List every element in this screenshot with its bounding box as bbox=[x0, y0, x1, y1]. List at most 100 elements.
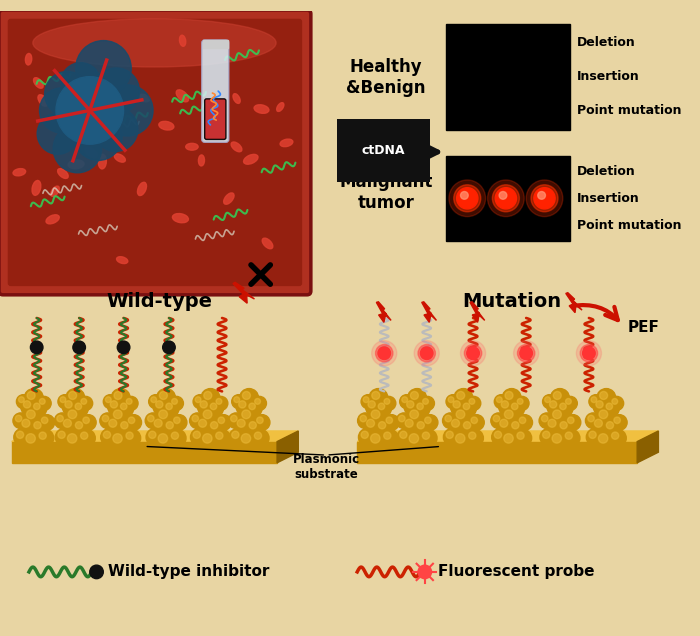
Circle shape bbox=[410, 434, 419, 443]
Circle shape bbox=[200, 407, 221, 427]
Circle shape bbox=[591, 397, 597, 403]
Polygon shape bbox=[357, 441, 637, 463]
Circle shape bbox=[376, 401, 391, 417]
Circle shape bbox=[62, 398, 80, 415]
Circle shape bbox=[39, 399, 46, 404]
Circle shape bbox=[382, 396, 396, 410]
Circle shape bbox=[145, 413, 161, 429]
Circle shape bbox=[172, 415, 187, 431]
Circle shape bbox=[418, 565, 431, 579]
Ellipse shape bbox=[198, 155, 204, 166]
Circle shape bbox=[456, 391, 465, 399]
Circle shape bbox=[517, 432, 524, 439]
Ellipse shape bbox=[68, 160, 84, 169]
Circle shape bbox=[512, 422, 519, 429]
Ellipse shape bbox=[176, 90, 189, 102]
Ellipse shape bbox=[159, 121, 174, 130]
Circle shape bbox=[501, 407, 522, 427]
Ellipse shape bbox=[244, 155, 258, 164]
Polygon shape bbox=[277, 431, 298, 463]
Circle shape bbox=[80, 415, 96, 431]
Circle shape bbox=[463, 403, 470, 410]
FancyBboxPatch shape bbox=[8, 18, 302, 286]
Text: Mutation: Mutation bbox=[462, 292, 561, 311]
Circle shape bbox=[21, 398, 38, 415]
Circle shape bbox=[109, 431, 132, 453]
Circle shape bbox=[397, 429, 414, 446]
Circle shape bbox=[417, 422, 424, 429]
Circle shape bbox=[218, 417, 225, 424]
Text: Insertion: Insertion bbox=[578, 70, 640, 83]
Circle shape bbox=[595, 431, 617, 453]
Circle shape bbox=[19, 417, 38, 436]
Text: Insertion: Insertion bbox=[578, 192, 640, 205]
Circle shape bbox=[118, 341, 130, 354]
Ellipse shape bbox=[117, 257, 128, 263]
Circle shape bbox=[55, 429, 73, 446]
Circle shape bbox=[405, 419, 413, 427]
Circle shape bbox=[504, 434, 513, 443]
Circle shape bbox=[204, 391, 212, 399]
Circle shape bbox=[442, 413, 458, 429]
Circle shape bbox=[609, 429, 626, 446]
Circle shape bbox=[398, 415, 405, 422]
Circle shape bbox=[467, 396, 481, 410]
Circle shape bbox=[422, 415, 438, 431]
Ellipse shape bbox=[46, 215, 60, 224]
Circle shape bbox=[454, 185, 481, 212]
Circle shape bbox=[585, 413, 601, 429]
Circle shape bbox=[453, 401, 461, 408]
Circle shape bbox=[509, 419, 526, 436]
Circle shape bbox=[229, 429, 246, 446]
Circle shape bbox=[505, 410, 513, 418]
Circle shape bbox=[384, 432, 391, 439]
Circle shape bbox=[414, 419, 432, 436]
Circle shape bbox=[538, 191, 545, 199]
Circle shape bbox=[232, 431, 239, 438]
Circle shape bbox=[155, 431, 177, 453]
Circle shape bbox=[491, 429, 509, 446]
Circle shape bbox=[514, 429, 532, 446]
Circle shape bbox=[106, 397, 111, 403]
Circle shape bbox=[414, 401, 430, 417]
Polygon shape bbox=[421, 302, 437, 322]
Circle shape bbox=[146, 429, 163, 446]
Circle shape bbox=[361, 395, 375, 408]
Circle shape bbox=[234, 397, 239, 403]
Circle shape bbox=[456, 434, 465, 443]
Circle shape bbox=[32, 401, 47, 417]
Circle shape bbox=[114, 391, 122, 399]
Circle shape bbox=[69, 391, 76, 399]
Circle shape bbox=[445, 415, 452, 422]
Circle shape bbox=[361, 431, 368, 438]
Text: Deletion: Deletion bbox=[578, 165, 636, 177]
Circle shape bbox=[190, 429, 208, 446]
Circle shape bbox=[563, 429, 580, 446]
Circle shape bbox=[193, 431, 200, 438]
Circle shape bbox=[148, 415, 154, 422]
Circle shape bbox=[60, 397, 66, 403]
Circle shape bbox=[540, 429, 557, 446]
Circle shape bbox=[200, 401, 207, 408]
Circle shape bbox=[104, 395, 117, 408]
Circle shape bbox=[560, 422, 567, 429]
Circle shape bbox=[90, 565, 104, 579]
Circle shape bbox=[241, 434, 251, 443]
Circle shape bbox=[159, 410, 167, 418]
Circle shape bbox=[148, 431, 156, 438]
Circle shape bbox=[76, 41, 131, 96]
Circle shape bbox=[494, 415, 500, 422]
Circle shape bbox=[23, 401, 31, 408]
Circle shape bbox=[400, 395, 414, 408]
Circle shape bbox=[363, 397, 369, 403]
Circle shape bbox=[550, 401, 556, 408]
Ellipse shape bbox=[57, 169, 68, 179]
Circle shape bbox=[111, 401, 118, 408]
Circle shape bbox=[541, 415, 548, 422]
Circle shape bbox=[108, 419, 117, 427]
Circle shape bbox=[517, 399, 523, 404]
Circle shape bbox=[406, 431, 428, 453]
Circle shape bbox=[66, 389, 85, 408]
Circle shape bbox=[502, 389, 522, 408]
Circle shape bbox=[113, 434, 122, 443]
